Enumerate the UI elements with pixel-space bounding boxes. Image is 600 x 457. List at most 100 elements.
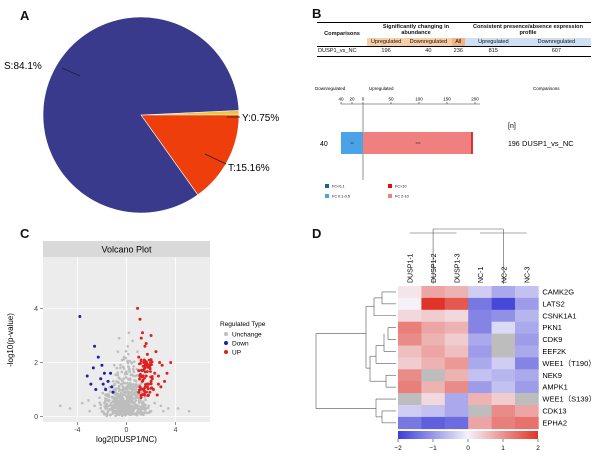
heatmap-row-label: CSNK1A1 (542, 311, 576, 320)
heatmap-row-label: WEE1（S139） (542, 395, 596, 404)
heatmap-cell (515, 393, 539, 406)
volcano-point-unchange (117, 386, 121, 390)
volcano-point-up (137, 355, 141, 359)
volcano-point-unchange (127, 331, 131, 335)
heatmap-cell (398, 333, 422, 346)
volcano-point-up (139, 372, 142, 376)
table-subheader: All (451, 37, 465, 47)
heatmap-row-label: EEF2K (542, 347, 566, 356)
volcano-point-up (156, 374, 160, 378)
volcano-point-unchange (107, 395, 110, 398)
bar-axis-tick-label: 40 (338, 97, 344, 102)
heatmap-colorbar-tick-label: 0 (466, 445, 470, 452)
bar-label-downregulated: Downregulated (315, 86, 346, 91)
volcano-point-unchange (112, 400, 115, 404)
heatmap-row-label: NEK9 (542, 371, 562, 380)
volcano-point-up (140, 331, 144, 335)
volcano-point-unchange (99, 406, 102, 410)
volcano-point-unchange (121, 379, 124, 382)
heatmap-colorbar (398, 431, 538, 439)
volcano-point-unchange (133, 374, 137, 378)
heatmap-cell (421, 416, 446, 430)
bar-upregulated (363, 132, 473, 154)
volcano-point-unchange (122, 367, 126, 370)
heatmap-cell (421, 369, 446, 382)
volcano-legend-unchange: Unchange (232, 332, 262, 339)
table-cell: 40 (425, 48, 432, 55)
table-group-significant: Significantly changing in abundance (382, 24, 450, 37)
volcano-point-unchange (105, 406, 109, 410)
volcano-point-up (137, 390, 141, 394)
volcano-point-unchange (80, 401, 84, 405)
heatmap-cell (491, 393, 516, 406)
heatmap-cell (515, 405, 539, 418)
volcano-point-up (137, 369, 141, 373)
heatmap-cell (444, 357, 469, 370)
volcano-point-unchange (133, 379, 136, 382)
volcano-point-unchange (136, 410, 139, 413)
bar-upregulated-value: 196 (415, 141, 420, 145)
heatmap-cell (468, 369, 492, 382)
volcano-legend-down: Down (232, 341, 249, 348)
heatmap-cell (444, 309, 469, 322)
heatmap-cell (468, 405, 492, 418)
heatmap-cell (515, 333, 539, 346)
volcano-point-unchange (119, 363, 122, 367)
volcano-point-up (141, 393, 145, 396)
pie-leader-t (204, 153, 227, 165)
volcano-point-down (94, 388, 98, 392)
volcano-point-unchange (122, 377, 126, 380)
volcano-point-unchange (131, 404, 134, 408)
volcano-point-unchange (105, 399, 109, 402)
volcano-point-unchange (138, 409, 142, 413)
volcano-point-down (91, 366, 95, 370)
table-subheader: Downregulated (521, 37, 591, 47)
table-subheader: Downregulated (405, 37, 452, 47)
volcano-point-unchange (126, 344, 130, 348)
volcano-point-unchange (98, 396, 101, 399)
volcano-point-unchange (126, 361, 130, 365)
bar-comparison-name: DUSP1_vs_NC (522, 139, 574, 148)
volcano-point-unchange (117, 384, 121, 388)
heatmap-col-label: DUSP1-2 (431, 253, 438, 283)
volcano-point-unchange (116, 371, 120, 375)
heatmap-cell (398, 416, 422, 430)
heatmap-cell (444, 321, 469, 334)
heatmap-cell (491, 297, 516, 311)
volcano-point-unchange (131, 339, 134, 343)
volcano-point-unchange (187, 409, 191, 413)
volcano-point-up (140, 375, 144, 379)
heatmap-row-label: LATS2 (542, 299, 564, 308)
volcano-point-down (110, 385, 114, 389)
volcano-point-up (149, 375, 153, 379)
volcano-point-unchange (120, 409, 123, 413)
heatmap-cell (398, 297, 422, 311)
volcano-point-up (142, 360, 146, 364)
volcano-point-unchange (143, 395, 147, 399)
volcano-point-unchange (68, 407, 72, 410)
volcano-point-unchange (121, 399, 125, 402)
volcano-point-unchange (123, 372, 127, 375)
heatmap-cell (491, 345, 516, 358)
volcano-point-unchange (116, 403, 120, 407)
volcano-point-unchange (103, 397, 107, 400)
volcano-point-unchange (122, 410, 126, 413)
volcano-point-unchange (114, 387, 118, 390)
heatmap-cell (468, 286, 492, 299)
volcano-point-unchange (98, 401, 102, 405)
volcano-point-unchange (117, 413, 121, 417)
volcano-point-unchange (162, 409, 165, 413)
volcano-point-up (149, 382, 153, 386)
bar-upregulated-fc10 (471, 132, 473, 154)
volcano-point-unchange (108, 390, 112, 393)
volcano-point-unchange (136, 350, 139, 353)
volcano-point-down (85, 374, 89, 378)
volcano-point-unchange (122, 404, 126, 408)
volcano-point-unchange (120, 382, 124, 386)
volcano-ylabel: -log10(p-value) (6, 313, 15, 367)
table-cell: 236 (453, 48, 463, 55)
volcano-point-unchange (134, 382, 138, 386)
heatmap-cell (491, 416, 516, 430)
heatmap-cell (398, 309, 422, 322)
heatmap-cell (491, 381, 516, 394)
